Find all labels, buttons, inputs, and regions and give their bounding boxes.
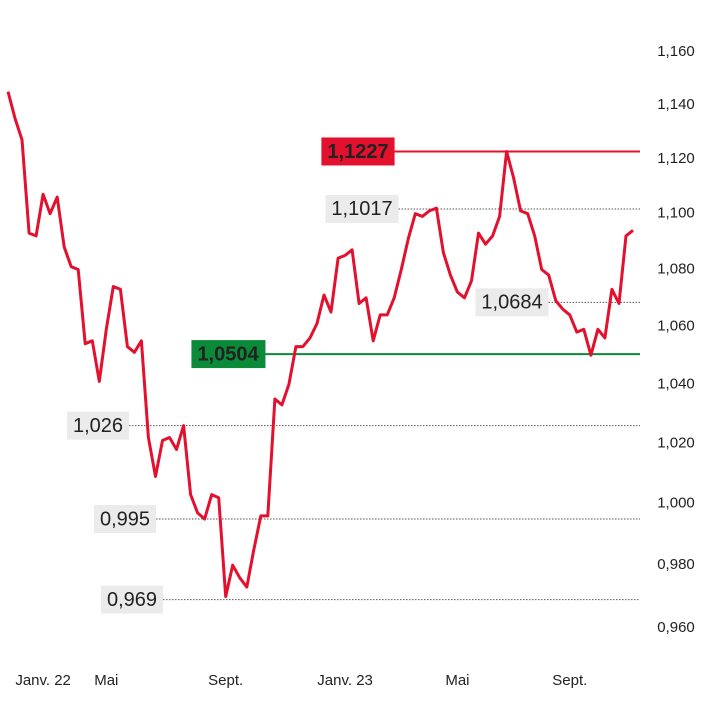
level-annotation: 1,0504 (191, 340, 640, 369)
x-tick-label: Mai (445, 672, 469, 689)
y-tick-label: 1,100 (657, 205, 695, 222)
level-label: 1,1227 (327, 141, 388, 163)
level-annotation: 1,026 (66, 411, 640, 440)
y-tick-label: 0,980 (657, 556, 695, 573)
y-tick-label: 1,140 (657, 96, 695, 113)
level-label: 0,995 (100, 508, 150, 530)
level-label: 1,0504 (197, 343, 259, 365)
level-annotation: 0,995 (93, 505, 640, 534)
level-label-bg (325, 194, 399, 223)
level-label-bg (191, 340, 266, 369)
y-tick-label: 1,080 (657, 260, 695, 277)
y-tick-label: 1,000 (657, 495, 695, 512)
level-annotation: 1,1227 (321, 137, 640, 166)
y-tick-label: 1,060 (657, 317, 695, 334)
x-tick-label: Janv. 23 (317, 672, 373, 689)
x-tick-label: Sept. (208, 672, 243, 689)
y-tick-label: 0,960 (657, 619, 695, 636)
level-label-bg (66, 411, 130, 440)
level-annotation: 1,0684 (475, 288, 640, 317)
level-label-bg (93, 505, 157, 534)
x-tick-label: Mai (94, 672, 118, 689)
level-label-bg (321, 137, 395, 166)
level-annotation: 0,969 (100, 585, 640, 614)
y-tick-label: 1,160 (657, 43, 695, 60)
x-tick-label: Sept. (552, 672, 587, 689)
level-annotation: 1,1017 (325, 194, 640, 223)
level-label: 0,969 (107, 589, 157, 611)
level-label: 1,026 (73, 415, 123, 437)
level-label: 1,1017 (331, 198, 392, 220)
y-tick-label: 1,120 (657, 150, 695, 167)
y-tick-label: 1,040 (657, 375, 695, 392)
level-label-bg (475, 288, 549, 317)
y-tick-label: 1,020 (657, 434, 695, 451)
x-tick-label: Janv. 22 (15, 672, 71, 689)
level-label-bg (100, 585, 164, 614)
price-line (6, 91, 634, 598)
level-label: 1,0684 (481, 292, 542, 314)
